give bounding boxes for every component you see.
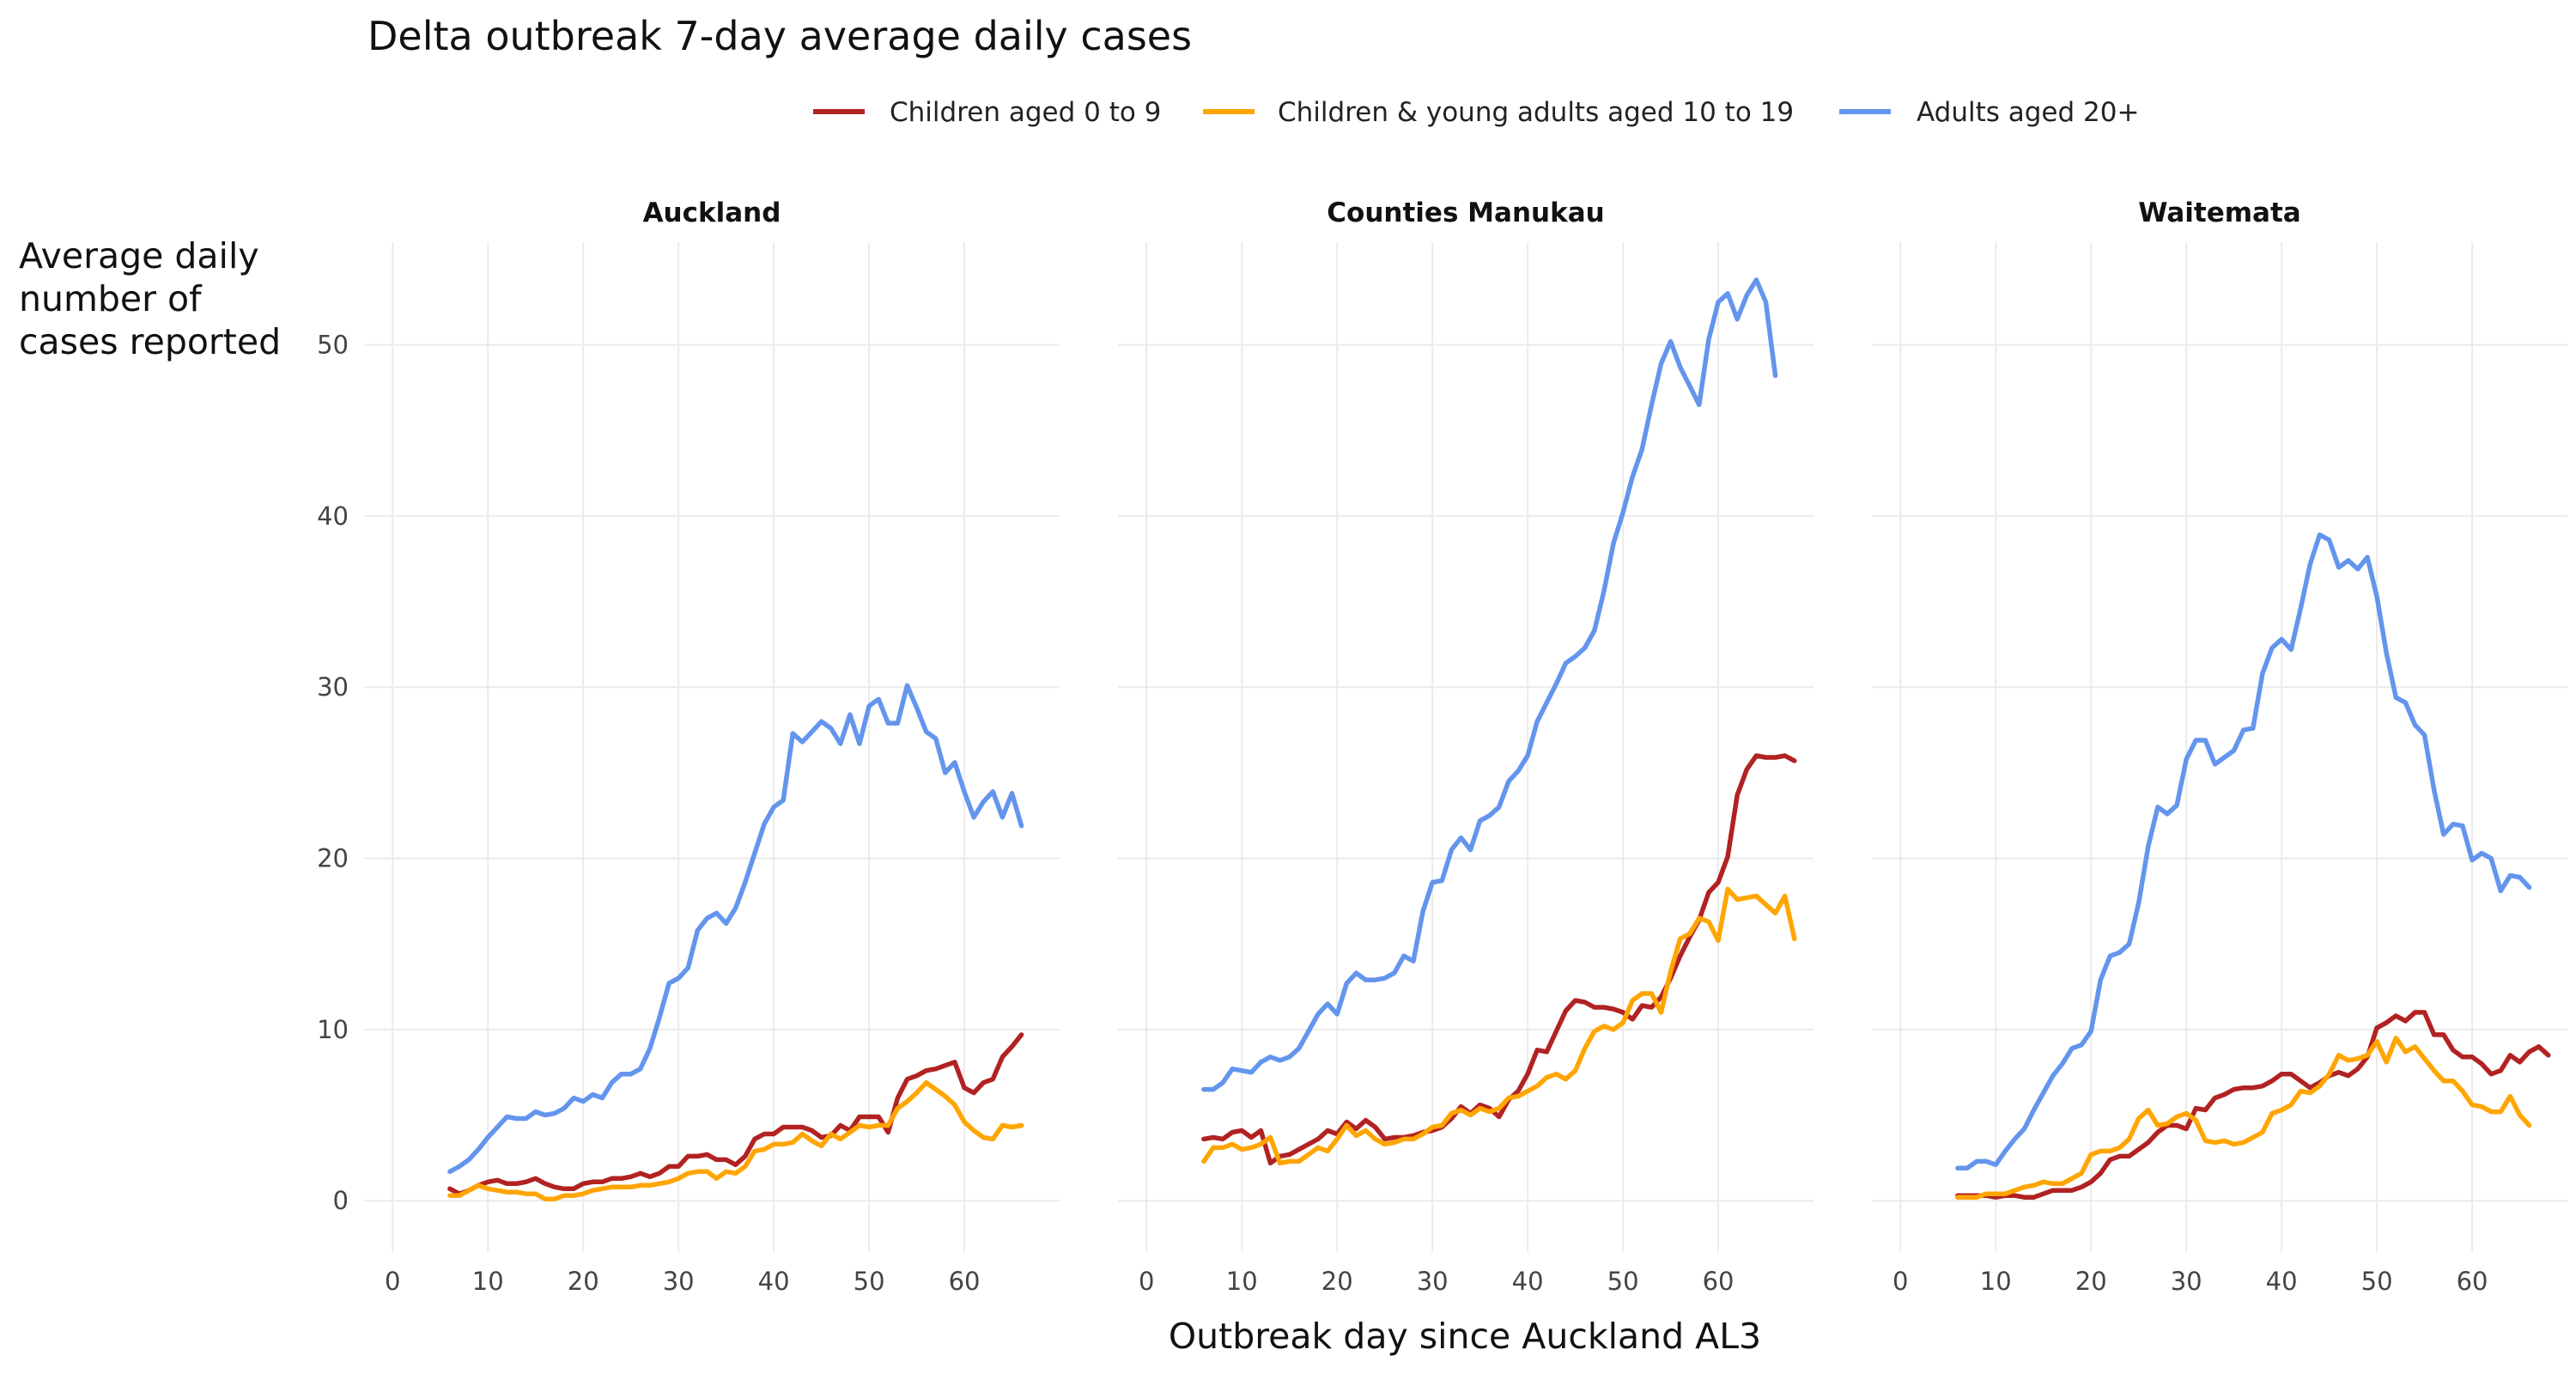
series-line-adults-aged-20 (1201, 277, 1778, 1092)
x-tick-label: 20 (568, 1267, 599, 1296)
x-tick-label: 60 (949, 1267, 981, 1296)
y-axis-title-line: cases reported (19, 321, 281, 362)
x-tick-label: 30 (663, 1267, 695, 1296)
panel-title: Counties Manukau (1327, 198, 1604, 228)
series-line-children-aged-0-to-9 (447, 1032, 1024, 1196)
x-tick-label: 40 (758, 1267, 790, 1296)
x-tick-label: 50 (854, 1267, 885, 1296)
gridlines (364, 242, 1060, 1252)
x-tick-label: 20 (2075, 1267, 2107, 1296)
x-tick-label: 50 (1607, 1267, 1639, 1296)
y-tick-label: 30 (317, 672, 349, 702)
legend-item-children-young-adults-aged-10-to-19: Children & young adults aged 10 to 19 (1203, 97, 1794, 128)
panel-auckland: Auckland 0 10 20 30 40 50 60 0 10 20 30 40 50 (317, 198, 1060, 1296)
series-line-children-young-adults-aged-10-to-19 (447, 1079, 1024, 1201)
series-line-children-young-adults-aged-10-to-19 (1201, 886, 1797, 1166)
x-tick-label: 40 (1512, 1267, 1544, 1296)
series-line-children-aged-0-to-9 (1955, 1010, 2551, 1200)
y-tick-label: 10 (317, 1015, 349, 1044)
x-tick-label: 20 (1321, 1267, 1353, 1296)
x-tick-label: 30 (1417, 1267, 1449, 1296)
gridlines (1872, 242, 2567, 1252)
series-line-children-aged-0-to-9 (1201, 753, 1797, 1166)
x-axis-title: Outbreak day since Auckland AL3 (1169, 1316, 1761, 1357)
x-tick-label: 10 (1226, 1267, 1258, 1296)
x-tick-label: 10 (1980, 1267, 2012, 1296)
series-line-adults-aged-20 (447, 683, 1024, 1175)
gridlines (1118, 242, 1814, 1252)
x-tick-label: 60 (2457, 1267, 2488, 1296)
panel-title: Waitemata (2138, 198, 2300, 228)
legend: Children aged 0 to 9 Children & young adu… (813, 97, 2139, 128)
y-tick-label: 50 (317, 331, 349, 360)
y-axis-title-line: Average daily (19, 235, 259, 277)
x-tick-label: 10 (472, 1267, 504, 1296)
panel-counties-manukau: Counties Manukau 0 10 20 30 40 50 60 (1118, 198, 1814, 1296)
legend-item-children-aged-0-to-9: Children aged 0 to 9 (813, 97, 1161, 128)
y-tick-label: 0 (333, 1186, 349, 1215)
x-tick-label: 0 (1893, 1267, 1908, 1296)
x-tick-label: 0 (385, 1267, 400, 1296)
x-tick-label: 60 (1703, 1267, 1735, 1296)
x-tick-label: 50 (2361, 1267, 2393, 1296)
panel-title: Auckland (643, 198, 781, 228)
legend-label: Children & young adults aged 10 to 19 (1278, 97, 1794, 128)
legend-label: Adults aged 20+ (1917, 97, 2139, 128)
y-tick-label: 20 (317, 844, 349, 873)
legend-label: Children aged 0 to 9 (890, 97, 1161, 128)
series-line-children-young-adults-aged-10-to-19 (1955, 1036, 2532, 1200)
chart-title: Delta outbreak 7-day average daily cases (368, 13, 1192, 59)
y-axis-title-line: number of (19, 278, 203, 319)
legend-item-adults-aged-20: Adults aged 20+ (1839, 97, 2139, 128)
x-tick-label: 30 (2171, 1267, 2202, 1296)
series-line-adults-aged-20 (1955, 532, 2532, 1171)
x-tick-label: 40 (2266, 1267, 2298, 1296)
x-tick-label: 0 (1139, 1267, 1154, 1296)
panel-waitemata: Waitemata 0 10 20 30 40 50 60 (1872, 198, 2567, 1296)
y-tick-label: 40 (317, 502, 349, 531)
